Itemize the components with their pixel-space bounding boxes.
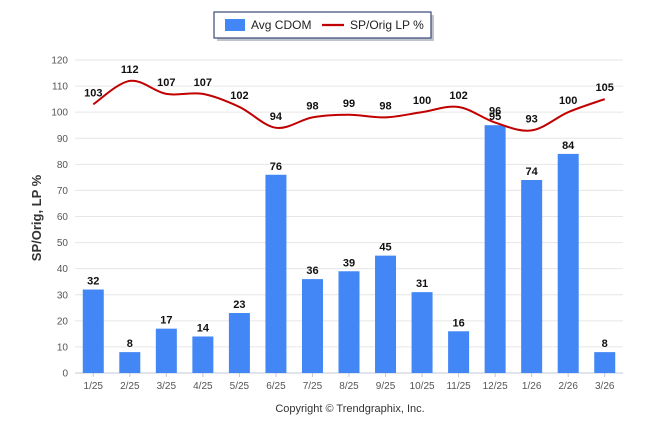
x-tick-label: 11/25: [446, 381, 471, 392]
bar-value-label: 45: [379, 242, 391, 254]
bar: [557, 153, 579, 373]
line-value-label: 96: [489, 106, 501, 118]
x-tick-label: 4/25: [193, 381, 213, 392]
bar: [155, 328, 177, 373]
y-tick-label: 10: [57, 342, 69, 353]
x-tick-label: 3/26: [595, 381, 615, 392]
bar-value-label: 74: [526, 166, 539, 178]
bar-value-label: 8: [602, 338, 608, 350]
y-tick-label: 70: [57, 186, 69, 197]
x-tick-label: 7/25: [303, 381, 323, 392]
y-tick-label: 50: [57, 238, 69, 249]
bar: [301, 279, 323, 373]
bar-value-label: 16: [452, 317, 464, 329]
bar-value-label: 36: [306, 265, 318, 277]
bar-value-label: 32: [87, 276, 99, 288]
line-value-label: 100: [413, 95, 431, 107]
bar: [82, 289, 104, 373]
bar-value-label: 31: [416, 278, 428, 290]
bar-data-labels: 32 8 17 14 23 76 36 39 45 31 16 95 74 84 8: [87, 111, 608, 350]
x-tick-label: 6/25: [266, 381, 286, 392]
bar: [484, 125, 506, 373]
line-value-label: 98: [306, 100, 318, 112]
bar-value-label: 39: [343, 257, 355, 269]
line-value-label: 93: [526, 113, 538, 125]
bar-value-label: 14: [197, 322, 210, 334]
legend-swatch-bar: [225, 19, 245, 31]
line-value-label: 105: [596, 82, 614, 94]
bar: [338, 271, 360, 373]
x-tick-label: 5/25: [230, 381, 250, 392]
line-value-label: 98: [379, 100, 391, 112]
bar: [265, 174, 287, 373]
y-axis-ticks: 0 10 20 30 40 50 60 70 80 90 100 110 120: [51, 56, 68, 380]
bars: [82, 125, 616, 373]
x-tick-label: 12/25: [483, 381, 508, 392]
y-tick-label: 0: [62, 369, 68, 380]
bar: [411, 292, 433, 373]
x-tick-label: 9/25: [376, 381, 396, 392]
legend-label-bar: Avg CDOM: [251, 18, 311, 32]
x-tick-label: 2/25: [120, 381, 140, 392]
bar: [594, 352, 616, 373]
line-value-label: 94: [270, 111, 283, 123]
footer-copyright: Copyright © Trendgraphix, Inc.: [275, 403, 424, 415]
bar: [228, 313, 250, 373]
bar: [119, 352, 141, 373]
x-tick-label: 1/26: [522, 381, 542, 392]
y-tick-label: 60: [57, 212, 69, 223]
legend: Avg CDOM SP/Orig LP %: [213, 11, 434, 41]
sp-orig-lp-line: [92, 79, 606, 132]
line-series: 103 112 107 107 102 94 98 99 98 100 102 96 93 100 105: [84, 64, 614, 132]
y-tick-label: 90: [57, 134, 69, 145]
line-value-label: 102: [449, 90, 467, 102]
bar: [448, 331, 470, 373]
line-value-label: 107: [157, 77, 175, 89]
legend-label-line: SP/Orig LP %: [350, 18, 424, 32]
y-tick-label: 110: [52, 82, 68, 93]
bar-value-label: 8: [127, 338, 133, 350]
line-value-label: 99: [343, 98, 355, 110]
line-value-label: 107: [194, 77, 212, 89]
line-value-label: 100: [559, 95, 577, 107]
bar-value-label: 23: [233, 299, 245, 311]
x-tick-label: 10/25: [410, 381, 435, 392]
bar-value-label: 76: [270, 161, 282, 173]
y-tick-label: 40: [57, 264, 69, 275]
line-value-label: 112: [121, 64, 139, 76]
x-tick-label: 3/25: [157, 381, 177, 392]
bar-value-label: 17: [160, 315, 172, 327]
y-tick-label: 120: [51, 56, 68, 67]
x-tick-label: 2/26: [558, 381, 578, 392]
y-tick-label: 20: [57, 316, 69, 327]
bar: [192, 336, 214, 373]
x-axis-ticks: 1/25 2/25 3/25 4/25 5/25 6/25 7/25 8/25 9/25 10/2…: [84, 373, 615, 392]
bar: [375, 255, 397, 373]
y-tick-label: 30: [57, 290, 69, 301]
y-axis-title: SP/Orig, LP %: [29, 174, 44, 261]
bar-value-label: 84: [562, 140, 575, 152]
x-tick-label: 1/25: [84, 381, 104, 392]
line-value-label: 102: [230, 90, 248, 102]
bar: [521, 179, 543, 373]
bar-value-label: 95: [489, 111, 501, 123]
x-tick-label: 8/25: [339, 381, 359, 392]
y-tick-label: 80: [57, 160, 69, 171]
line-value-label: 103: [84, 87, 102, 99]
y-tick-label: 100: [51, 108, 68, 119]
